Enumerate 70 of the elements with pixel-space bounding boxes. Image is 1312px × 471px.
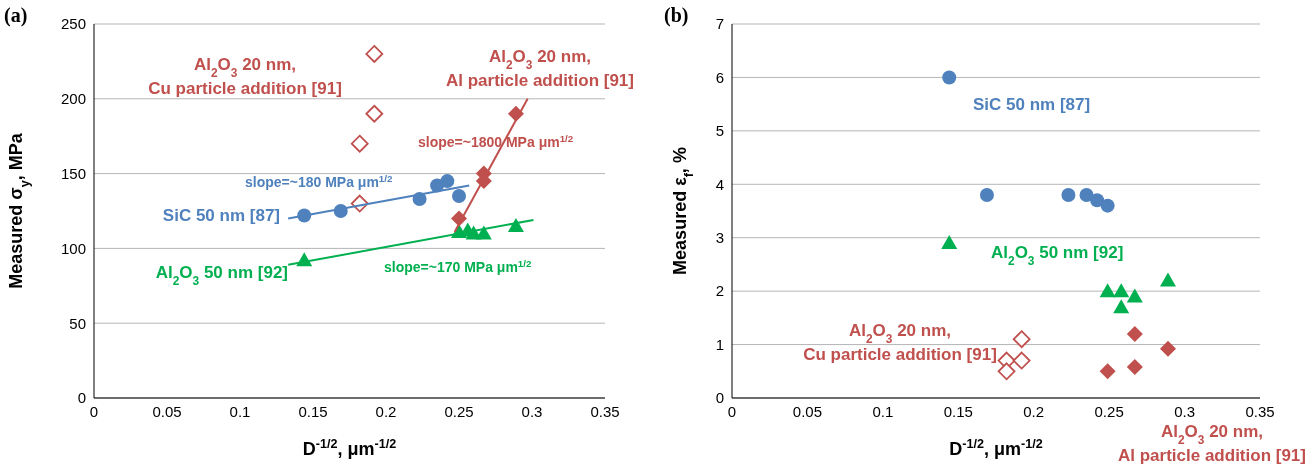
point bbox=[440, 174, 455, 189]
point bbox=[1126, 359, 1143, 376]
x-tick-label: 0.25 bbox=[1094, 402, 1124, 420]
y-tick-label: 200 bbox=[60, 90, 86, 108]
point bbox=[365, 45, 384, 63]
x-tick-label: 0.2 bbox=[1023, 402, 1045, 420]
point bbox=[365, 104, 384, 123]
point bbox=[1126, 288, 1143, 303]
x-tick-label: 0.3 bbox=[521, 402, 543, 420]
text: Al$_{2}$O$_{3}$ 20 nm, Al particle addition [91] bbox=[1118, 422, 1306, 465]
y-tick-label: 7 bbox=[715, 15, 724, 33]
text: Al$_{2}$O$_{3}$ 20 nm, Al particle addition [91] bbox=[446, 47, 634, 90]
point bbox=[1099, 283, 1116, 298]
x-axis-title: D$^{-1/2}$, μm$^{-1/2}$ bbox=[302, 437, 397, 459]
x-tick-label: 0 bbox=[89, 402, 99, 420]
x-tick-label: 0.35 bbox=[590, 402, 620, 420]
x-tick-label: 0.25 bbox=[444, 402, 474, 420]
y-tick-label: 250 bbox=[60, 15, 86, 33]
point bbox=[1099, 363, 1116, 380]
point bbox=[1100, 198, 1115, 213]
point bbox=[1113, 283, 1130, 298]
y-tick-label: 0 bbox=[715, 389, 724, 407]
point bbox=[1159, 272, 1176, 287]
point bbox=[1079, 187, 1094, 202]
y-tick-label: 150 bbox=[60, 164, 86, 182]
x-tick-label: 0.2 bbox=[375, 402, 397, 420]
y-tick-label: 0 bbox=[77, 389, 86, 407]
point bbox=[1061, 187, 1076, 202]
series-label: SiC 50 nm [87] bbox=[973, 95, 1091, 114]
chart-title: (a) bbox=[4, 4, 28, 27]
series-label: SiC 50 nm [87] bbox=[162, 206, 280, 225]
point bbox=[507, 217, 524, 232]
point bbox=[1126, 325, 1143, 342]
y-tick-label: 100 bbox=[60, 239, 86, 257]
annotation: slope=~1800 MPa μm$^{1/2}$ bbox=[418, 132, 574, 150]
point bbox=[1012, 330, 1031, 349]
point bbox=[1159, 340, 1176, 357]
point bbox=[979, 187, 994, 202]
y-tick-label: 2 bbox=[715, 282, 724, 300]
x-tick-label: 0 bbox=[727, 402, 737, 420]
series-label: Al$_{2}$O$_{3}$ 20 nm, Cu particle addition [91] bbox=[803, 321, 997, 364]
point bbox=[1113, 299, 1130, 314]
y-tick-label: 5 bbox=[715, 122, 724, 140]
point bbox=[452, 189, 466, 204]
x-tick-label: 0.3 bbox=[1174, 402, 1195, 420]
x-tick-label: 0.05 bbox=[792, 402, 823, 420]
chart-title: (b) bbox=[664, 4, 689, 27]
series-label: Al$_{2}$O$_{3}$ 50 nm [92] bbox=[155, 263, 288, 288]
x-tick-label: 0.1 bbox=[872, 402, 894, 420]
point bbox=[942, 70, 957, 85]
point bbox=[941, 235, 958, 250]
x-axis-title: D$^{-1/2}$, μm$^{-1/2}$ bbox=[949, 437, 1043, 459]
point bbox=[1090, 193, 1105, 208]
annotation: slope=~170 MPa μm$^{1/2}$ bbox=[384, 257, 533, 275]
point bbox=[1012, 351, 1031, 370]
y-tick-label: 4 bbox=[715, 175, 724, 193]
y-tick-label: 6 bbox=[715, 68, 724, 86]
series-label: Al$_{2}$O$_{3}$ 20 nm, Cu particle addition [91] bbox=[148, 55, 342, 98]
x-tick-label: 0.15 bbox=[298, 402, 328, 420]
x-tick-label: 0.35 bbox=[1245, 402, 1275, 420]
point bbox=[997, 362, 1016, 381]
y-tick-label: 1 bbox=[715, 335, 724, 353]
x-tick-label: 0.1 bbox=[229, 402, 251, 420]
x-tick-label: 0.15 bbox=[943, 402, 973, 420]
y-tick-label: 3 bbox=[715, 229, 724, 247]
x-tick-label: 0.05 bbox=[152, 402, 182, 420]
annotation: slope=~180 MPa μm$^{1/2}$ bbox=[245, 172, 394, 190]
point bbox=[350, 134, 369, 153]
y-tick-label: 50 bbox=[69, 314, 86, 332]
series-label: Al$_{2}$O$_{3}$ 50 nm [92] bbox=[991, 243, 1124, 268]
